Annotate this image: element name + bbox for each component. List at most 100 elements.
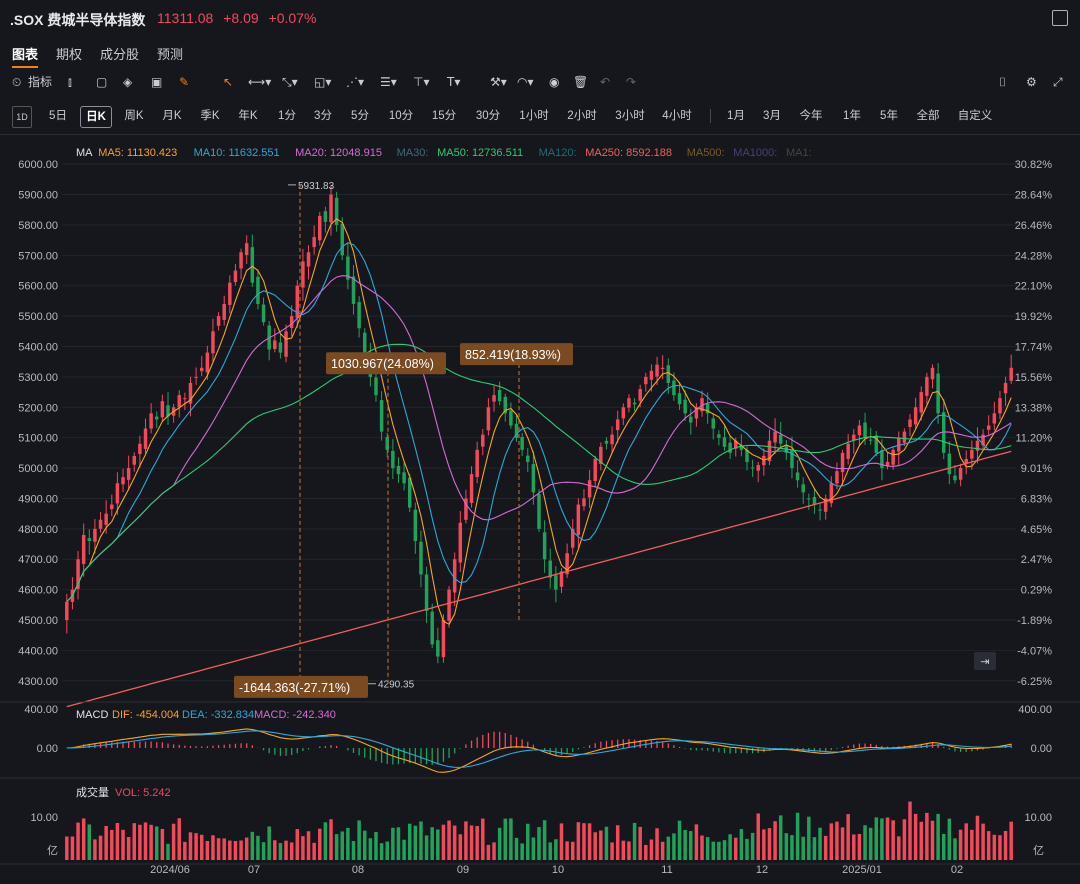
period-quarterly[interactable]: 季K — [200, 110, 220, 122]
eye-icon[interactable]: ◉ — [549, 75, 560, 89]
candle-body — [953, 475, 957, 481]
period-30min[interactable]: 30分 — [475, 110, 501, 122]
y-tick-label: 4800.00 — [18, 524, 58, 536]
candle-body — [958, 468, 963, 480]
compare-icon[interactable]: ▣ — [151, 75, 163, 89]
layers-icon[interactable]: ◈ — [123, 75, 133, 89]
period-all[interactable]: 全部 — [916, 110, 940, 122]
period-15min[interactable]: 15分 — [431, 110, 457, 122]
period-1y[interactable]: 1年 — [843, 110, 861, 122]
period-monthly[interactable]: 月K — [162, 110, 182, 122]
candle-body — [413, 509, 418, 542]
cursor-icon[interactable]: ↖ — [223, 75, 234, 89]
candle-body — [576, 504, 581, 535]
volume-bar — [379, 843, 384, 860]
period-weekly[interactable]: 周K — [124, 110, 144, 122]
drawing-toolbar: ⏲ 指标 ⫾ ▢ ◈ ▣ ✎ ↖ ⟷▾ ⤡▾ ◱▾ ⋰▾ ☰▾ ⊤▾ T▾ ⚒▾… — [0, 72, 1080, 94]
fullscreen-icon[interactable]: ⤢ — [1053, 75, 1063, 89]
candle-body — [531, 464, 536, 493]
y-tick-label: 6000.00 — [18, 159, 58, 171]
line-tool-icon[interactable]: ⟷▾ — [248, 75, 272, 89]
settings-icon[interactable]: ⚙ — [1026, 75, 1037, 89]
candle-body — [846, 443, 850, 459]
period-1h[interactable]: 1小时 — [519, 110, 549, 122]
candle-type-icon[interactable]: ⫾ — [68, 75, 72, 89]
volume-bar — [447, 820, 451, 860]
pattern-tool-icon[interactable]: ◠▾ — [517, 75, 534, 89]
exit-icon[interactable] — [1052, 10, 1068, 26]
candle-body — [155, 416, 159, 420]
candle-body — [627, 398, 631, 408]
period-1m[interactable]: 1月 — [727, 110, 745, 122]
period-yearly[interactable]: 年K — [238, 110, 258, 122]
period-3m[interactable]: 3月 — [763, 110, 781, 122]
volume-bar — [902, 819, 907, 860]
measure-label: -1644.363(-27.71%) — [239, 681, 350, 695]
fib-tool-icon[interactable]: ☰▾ — [380, 75, 397, 89]
volume-bar — [790, 835, 794, 860]
candle-body — [548, 560, 552, 578]
price-change: +8.09 — [223, 10, 259, 26]
candle-body — [964, 458, 968, 464]
period-1min[interactable]: 1分 — [278, 110, 296, 122]
tab-chart[interactable]: 图表 — [12, 44, 39, 68]
tab-forecast[interactable]: 预测 — [157, 47, 184, 62]
period-toggle-icon[interactable]: 1D — [12, 106, 32, 128]
redo-icon[interactable]: ↷ — [626, 75, 637, 89]
polyline-tool-icon[interactable]: ⋰▾ — [346, 75, 365, 89]
ma20-line — [66, 275, 1012, 603]
period-5d[interactable]: 5日 — [49, 110, 67, 122]
candle-body — [885, 461, 890, 467]
volume-bar — [216, 838, 221, 860]
period-daily[interactable]: 日K — [80, 106, 112, 128]
candle-body — [970, 449, 974, 459]
candle-body — [497, 389, 502, 402]
y-tick-pct-label: 17.74% — [1015, 342, 1053, 354]
trash-icon[interactable]: 🗑 — [573, 75, 589, 89]
kline-chart[interactable]: 6000.00 30.82% 5900.00 28.64% 5800.00 26.46% 5… — [0, 136, 1080, 884]
candle-body — [374, 377, 378, 396]
period-3h[interactable]: 3小时 — [615, 110, 645, 122]
volume-bar — [852, 834, 856, 860]
rect-tool-icon[interactable]: ◱▾ — [314, 75, 332, 89]
text-tool-icon[interactable]: T▾ — [447, 75, 461, 89]
period-ytd[interactable]: 今年 — [799, 110, 823, 122]
ray-tool-icon[interactable]: ⤡▾ — [282, 75, 298, 89]
square-icon[interactable]: ▢ — [96, 75, 108, 89]
brush-tool-icon[interactable]: ⚒▾ — [490, 75, 507, 89]
candle-body — [582, 498, 586, 507]
candle-body — [261, 304, 266, 323]
undo-icon[interactable]: ↶ — [600, 75, 611, 89]
measure-label-box — [326, 352, 446, 375]
candle-body — [194, 376, 198, 378]
period-2h[interactable]: 2小时 — [567, 110, 597, 122]
candle-body — [244, 243, 249, 255]
period-5y[interactable]: 5年 — [880, 110, 898, 122]
volume-bar — [925, 812, 929, 860]
volume-bar — [885, 817, 890, 860]
indicator-button[interactable]: 指标 — [28, 75, 53, 89]
indicator-icon[interactable]: ⏲ — [12, 75, 22, 89]
period-5min[interactable]: 5分 — [351, 110, 369, 122]
measure-tool-icon[interactable]: ⊤▾ — [413, 75, 430, 89]
tab-constituents[interactable]: 成分股 — [100, 47, 140, 62]
period-custom[interactable]: 自定义 — [957, 110, 993, 122]
x-tick-label: 02 — [951, 864, 963, 876]
y-tick-pct-label: -4.07% — [1017, 645, 1052, 657]
volume-bar — [913, 813, 918, 860]
price-quote: 11311.08 +8.09 +0.07% — [157, 10, 316, 26]
period-4h[interactable]: 4小时 — [662, 110, 692, 122]
period-10min[interactable]: 10分 — [388, 110, 414, 122]
tab-options[interactable]: 期权 — [56, 47, 83, 62]
pen-icon[interactable]: ✎ — [179, 75, 190, 89]
candle-body — [773, 431, 777, 443]
volume-title: 成交量 — [76, 785, 109, 799]
volume-bar — [537, 827, 541, 860]
candle-body — [340, 223, 344, 256]
period-3min[interactable]: 3分 — [314, 110, 332, 122]
ma-legend-item: MA120: — [539, 147, 577, 159]
volume-bar — [964, 823, 968, 860]
candle-body — [537, 494, 541, 529]
candle-body — [475, 449, 479, 477]
camera-icon[interactable]: ⌷ — [999, 75, 1007, 89]
